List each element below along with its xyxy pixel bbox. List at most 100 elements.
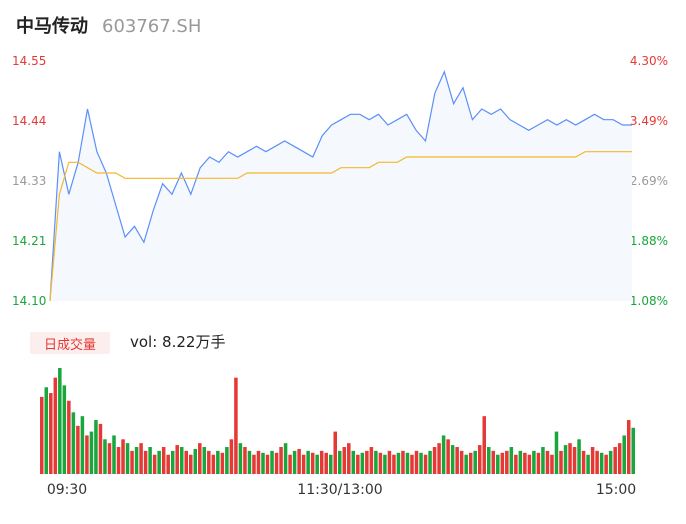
volume-bar: [207, 450, 211, 474]
volume-bar: [202, 447, 207, 474]
volume-bar: [292, 450, 297, 474]
volume-bar: [374, 450, 378, 474]
volume-bar: [71, 412, 76, 474]
volume-bar: [446, 439, 450, 474]
volume-bar: [229, 439, 234, 474]
volume-bar: [134, 447, 139, 474]
price-lines: [49, 69, 632, 302]
volume-bar: [234, 377, 238, 474]
volume-bar: [473, 450, 477, 474]
volume-bar: [464, 454, 468, 474]
volume-bar: [193, 448, 198, 474]
volume-bar: [121, 439, 125, 474]
volume-bar: [527, 454, 532, 474]
volume-bar: [631, 427, 635, 474]
volume-bar: [238, 443, 243, 474]
volume-bar: [604, 454, 608, 474]
x-tick-label: 09:30: [47, 482, 87, 498]
price-area: [50, 71, 632, 301]
volume-bar: [130, 450, 134, 474]
volume-axis-ticks: 09:30 11:30/13:00 15:00: [47, 482, 636, 498]
volume-bar: [477, 445, 482, 474]
volume-bar: [243, 447, 247, 474]
volume-bar: [617, 443, 622, 474]
volume-bar: [387, 450, 392, 474]
volume-bar: [94, 420, 98, 474]
volume-bar: [410, 454, 414, 474]
volume-bar: [247, 450, 252, 474]
volume-bar: [468, 452, 473, 474]
volume-bar: [414, 450, 419, 474]
volume-bar: [220, 452, 225, 474]
y-tick-right: 2.69%: [630, 174, 668, 188]
volume-bar: [581, 450, 586, 474]
volume-bar: [301, 454, 306, 474]
volume-bar: [518, 450, 523, 474]
y-tick-left: 14.55: [12, 54, 46, 68]
volume-bar: [125, 443, 130, 474]
volume-bar: [297, 448, 301, 474]
volume-bar: [216, 450, 220, 474]
volume-bar: [184, 450, 188, 474]
volume-bar: [166, 454, 170, 474]
volume-bar: [49, 393, 53, 474]
volume-bar: [572, 447, 577, 474]
volume-bar: [428, 450, 432, 474]
price-chart: 14.55 4.30% 14.44 3.49% 14.33 2.69% 14.21 1.88%…: [12, 54, 668, 308]
stock-name: 中马传动: [16, 16, 88, 37]
volume-bar: [545, 450, 550, 474]
volume-bar: [152, 454, 157, 474]
volume-bar: [274, 452, 279, 474]
volume-bar: [148, 447, 152, 474]
y-tick-right: 4.30%: [630, 54, 668, 68]
volume-bar: [496, 454, 500, 474]
volume-chart: 09:30 11:30/13:00 15:00: [40, 368, 636, 498]
volume-bar: [554, 431, 559, 474]
volume-bar: [67, 400, 71, 474]
volume-bar: [333, 431, 337, 474]
volume-bar: [252, 454, 256, 474]
volume-bar: [586, 454, 590, 474]
volume-bar: [40, 396, 44, 474]
volume-bar: [157, 450, 161, 474]
y-tick-left: 14.10: [12, 294, 46, 308]
volume-bar: [577, 439, 581, 474]
y-tick-left: 14.33: [12, 174, 46, 188]
volume-bar: [356, 454, 360, 474]
volume-bar: [369, 447, 374, 474]
volume-bar: [599, 452, 604, 474]
volume-bar: [590, 447, 595, 474]
volume-bar: [324, 452, 328, 474]
volume-bar: [306, 450, 310, 474]
volume-bar: [175, 445, 179, 474]
volume-bar: [405, 452, 410, 474]
price-axis-ticks: 14.55 4.30% 14.44 3.49% 14.33 2.69% 14.21 1.88%…: [12, 54, 668, 308]
volume-badge: 日成交量: [30, 332, 110, 354]
volume-bar: [432, 447, 437, 474]
average-line: [49, 151, 632, 302]
volume-bar: [139, 443, 143, 474]
volume-bar: [514, 454, 518, 474]
volume-bar: [328, 454, 333, 474]
volume-bar: [563, 445, 568, 474]
volume-bar: [347, 443, 351, 474]
volume-bars: [40, 368, 635, 474]
volume-bar: [143, 450, 148, 474]
stock-code: 603767.SH: [102, 16, 202, 37]
volume-bar: [396, 452, 401, 474]
volume-bar: [161, 447, 166, 474]
volume-bar: [270, 450, 274, 474]
volume-bar: [198, 443, 202, 474]
volume-bar: [487, 447, 491, 474]
volume-bar: [261, 452, 265, 474]
volume-bar: [509, 447, 514, 474]
volume-bar: [62, 385, 67, 474]
x-tick-label: 15:00: [596, 482, 636, 498]
price-line: [49, 69, 632, 302]
volume-bar: [532, 450, 536, 474]
volume-bar: [319, 450, 324, 474]
volume-bar: [482, 416, 486, 474]
volume-bar: [392, 454, 396, 474]
volume-bar: [112, 435, 116, 474]
